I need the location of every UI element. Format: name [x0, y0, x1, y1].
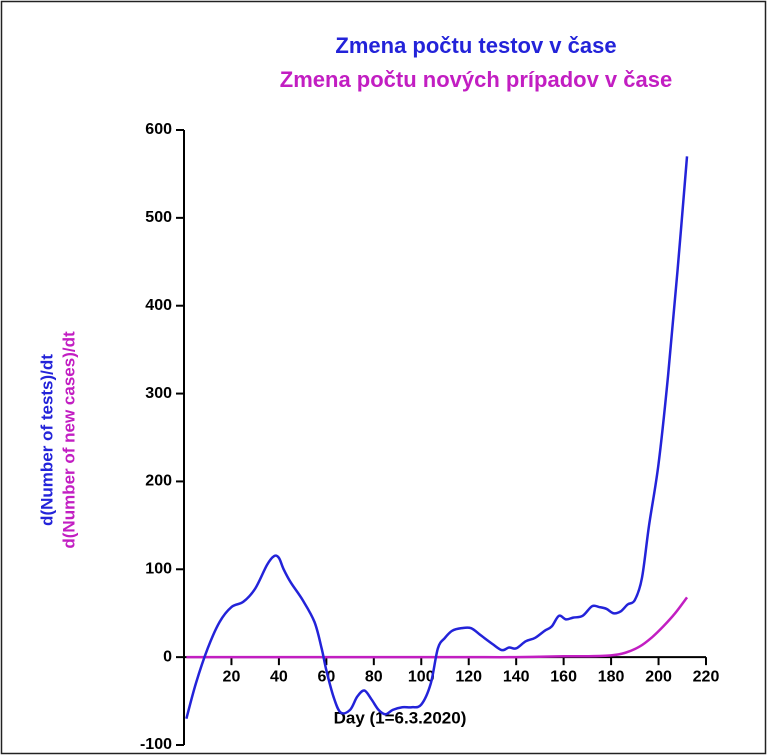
- x-axis-label: Day (1=6.3.2020): [334, 708, 467, 727]
- data-line: [186, 596, 689, 659]
- x-tick-label: 60: [317, 668, 335, 685]
- data-line: [185, 156, 689, 719]
- x-tick-label: 180: [598, 668, 625, 685]
- y-tick-label: 600: [145, 121, 172, 138]
- x-tick-label: 100: [408, 668, 435, 685]
- x-tick-label: 120: [455, 668, 482, 685]
- y-tick-label: 500: [145, 209, 172, 226]
- x-tick-label: 40: [270, 668, 288, 685]
- y-tick-label: 400: [145, 297, 172, 314]
- chart-subtitle: Zmena počtu nových prípadov v čase: [280, 67, 672, 92]
- x-tick-label: 200: [645, 668, 672, 685]
- x-tick-label: 140: [503, 668, 530, 685]
- y-tick-label: 300: [145, 385, 172, 402]
- y-axis-label: d(Number of tests)/dt: [37, 354, 56, 526]
- y-tick-label: -100: [140, 736, 172, 753]
- x-tick-label: 160: [550, 668, 577, 685]
- x-tick-label: 80: [365, 668, 383, 685]
- y-tick-label: 100: [145, 561, 172, 578]
- chart-title: Zmena počtu testov v čase: [335, 33, 616, 58]
- y-axis-label: d(Number of new cases)/dt: [59, 331, 78, 549]
- x-tick-label: 220: [693, 668, 720, 685]
- y-tick-label: 200: [145, 473, 172, 490]
- x-tick-label: 20: [223, 668, 241, 685]
- y-tick-label: 0: [163, 648, 172, 665]
